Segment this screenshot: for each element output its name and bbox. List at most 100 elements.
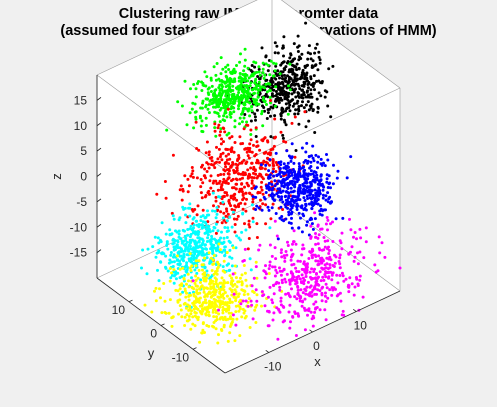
data-point: [229, 317, 233, 321]
data-point: [310, 294, 314, 298]
data-point: [238, 122, 241, 126]
data-point: [255, 176, 259, 180]
data-point: [235, 178, 239, 182]
data-point: [245, 284, 249, 288]
data-point: [186, 190, 190, 194]
data-point: [350, 245, 354, 249]
data-point: [188, 214, 192, 218]
data-point: [178, 292, 182, 296]
data-point: [216, 208, 220, 212]
data-point: [189, 87, 192, 91]
data-point: [179, 184, 183, 188]
data-point: [208, 230, 212, 234]
data-point: [184, 213, 187, 217]
data-point: [349, 228, 353, 232]
data-point: [349, 155, 353, 159]
data-point: [237, 309, 241, 313]
data-point: [251, 195, 255, 199]
data-point: [317, 254, 321, 258]
data-point: [293, 75, 297, 79]
data-point: [266, 63, 270, 67]
data-point: [188, 307, 192, 311]
data-point: [250, 284, 254, 288]
data-point: [328, 181, 332, 185]
data-point: [326, 228, 329, 232]
data-point: [199, 219, 203, 223]
data-point: [276, 69, 280, 73]
data-point: [224, 70, 228, 74]
data-point: [199, 278, 203, 282]
data-point: [282, 305, 286, 309]
data-point: [253, 65, 257, 69]
data-point: [313, 267, 316, 271]
data-point: [293, 155, 297, 159]
data-point: [356, 284, 360, 287]
data-point: [241, 307, 245, 311]
data-point: [229, 311, 233, 315]
data-point: [205, 97, 209, 101]
data-point: [229, 99, 233, 103]
data-point: [319, 207, 323, 211]
data-point: [257, 80, 261, 84]
data-point: [258, 148, 262, 152]
data-point: [164, 266, 168, 270]
data-point: [326, 296, 330, 300]
data-point: [240, 120, 244, 124]
data-point: [296, 204, 300, 208]
data-point: [230, 135, 234, 139]
data-point: [297, 294, 301, 298]
data-point: [218, 303, 222, 307]
data-point: [328, 288, 332, 292]
data-point: [222, 177, 226, 181]
data-point: [228, 77, 232, 80]
data-point: [189, 224, 193, 228]
data-point: [163, 299, 167, 303]
data-point: [227, 68, 231, 71]
data-point: [303, 308, 307, 312]
data-point: [199, 178, 203, 181]
data-point: [246, 168, 250, 172]
data-point: [174, 248, 177, 251]
data-point: [248, 191, 251, 195]
data-point: [297, 270, 301, 274]
data-point: [162, 282, 166, 285]
series-4: [251, 141, 353, 241]
data-point: [242, 87, 246, 91]
data-point: [319, 162, 323, 166]
data-point: [156, 268, 159, 272]
data-point: [292, 201, 296, 204]
data-point: [331, 64, 335, 68]
data-point: [326, 218, 330, 222]
data-point: [197, 225, 201, 229]
data-point: [297, 105, 301, 108]
data-point: [319, 157, 323, 161]
data-point: [252, 171, 255, 175]
data-point: [255, 276, 259, 280]
data-point: [213, 91, 216, 95]
data-point: [312, 270, 316, 274]
axes-box-edge: [96, 74, 226, 171]
data-point: [255, 299, 259, 303]
data-point: [203, 273, 207, 277]
data-point: [234, 170, 238, 174]
data-point: [214, 105, 218, 109]
data-point: [246, 154, 250, 158]
data-point: [191, 315, 195, 319]
data-point: [280, 197, 283, 201]
data-point: [205, 140, 209, 144]
data-point: [225, 133, 229, 137]
data-point: [267, 324, 271, 328]
data-point: [237, 91, 241, 94]
data-point: [324, 222, 328, 226]
data-point: [203, 256, 206, 260]
data-point: [211, 229, 215, 233]
data-point: [220, 250, 224, 254]
data-point: [303, 278, 307, 282]
data-point: [290, 82, 294, 86]
data-point: [277, 161, 281, 164]
data-point: [356, 251, 359, 255]
data-point: [231, 177, 235, 181]
data-point: [290, 287, 293, 291]
data-point: [252, 143, 255, 147]
